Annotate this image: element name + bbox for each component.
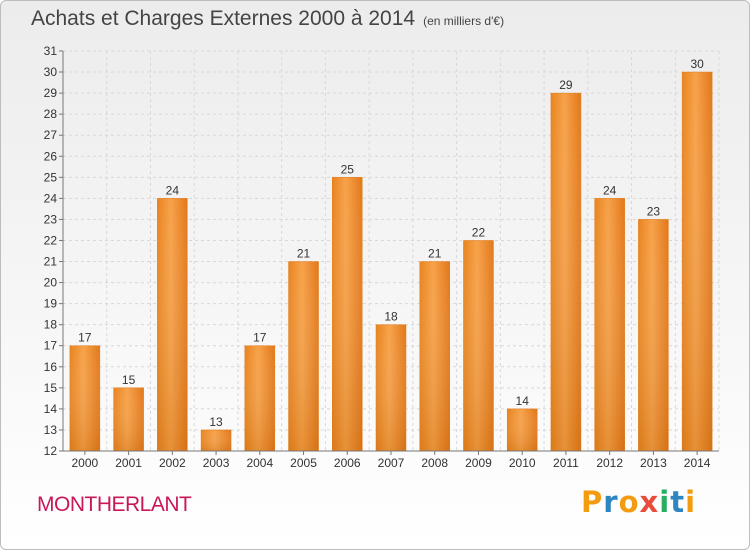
x-tick-label: 2009 [465, 456, 492, 470]
bar-value-label: 21 [297, 247, 311, 261]
logo-letter: i [685, 485, 697, 519]
bar-value-label: 25 [341, 162, 355, 176]
logo-letter: P [581, 485, 604, 519]
bar-value-label: 29 [559, 78, 573, 92]
bar-shade [463, 240, 494, 451]
y-tick-label: 21 [44, 255, 58, 269]
x-tick-label: 2012 [596, 456, 623, 470]
bar-shade [332, 177, 363, 451]
bar-shade [594, 198, 625, 451]
chart-title-text: Achats et Charges Externes 2000 à 2014 [31, 7, 416, 30]
bar-value-label: 18 [384, 310, 398, 324]
y-tick-label: 31 [44, 44, 58, 58]
chart-title: Achats et Charges Externes 2000 à 2014 (e… [31, 7, 504, 31]
x-tick-label: 2013 [640, 456, 667, 470]
bar-shade [244, 345, 275, 451]
bar-shade [550, 93, 581, 452]
bar-shade [638, 219, 669, 451]
y-tick-label: 29 [44, 86, 58, 100]
x-tick-label: 2014 [684, 456, 711, 470]
x-tick-label: 2002 [159, 456, 186, 470]
bar-value-label: 30 [690, 57, 704, 71]
y-tick-label: 15 [44, 381, 58, 395]
bar-shade [69, 345, 100, 451]
bar-shade [157, 198, 188, 451]
bar-shade [376, 324, 406, 451]
bar-shade [419, 261, 450, 451]
x-tick-label: 2007 [378, 456, 405, 470]
y-tick-label: 20 [44, 276, 58, 290]
axis-layer: 12 13 14 15 16 17 18 19 20 21 22 23 24 25 26 27 28 29 30 31… [44, 44, 719, 470]
bar-value-label: 24 [603, 183, 617, 197]
x-tick-label: 2001 [115, 456, 142, 470]
x-tick-label: 2008 [421, 456, 448, 470]
y-tick-label: 18 [44, 318, 58, 332]
y-tick-label: 30 [44, 65, 58, 79]
x-tick-label: 2003 [203, 456, 230, 470]
x-tick-label: 2011 [553, 456, 579, 470]
y-tick-label: 25 [44, 170, 58, 184]
x-tick-label: 2000 [72, 456, 99, 470]
y-tick-label: 22 [44, 233, 58, 247]
bar-value-label: 21 [428, 247, 442, 261]
x-tick-label: 2010 [509, 456, 536, 470]
logo-letter: r [603, 485, 619, 519]
y-tick-label: 28 [44, 107, 58, 121]
y-tick-label: 14 [44, 402, 58, 416]
proxiti-logo: Proxiti [581, 485, 696, 519]
bar-value-label: 17 [253, 331, 267, 345]
bar-value-label: 22 [472, 225, 486, 239]
x-tick-label: 2004 [246, 456, 273, 470]
y-tick-label: 13 [44, 423, 58, 437]
y-tick-label: 23 [44, 212, 58, 226]
logo-letter: o [618, 485, 640, 519]
y-tick-label: 16 [44, 360, 58, 374]
bar-shade [507, 408, 538, 451]
bar-value-label: 24 [166, 183, 180, 197]
bar-shade [682, 72, 713, 451]
x-tick-label: 2005 [290, 456, 317, 470]
logo-letter: t [670, 485, 686, 519]
y-tick-label: 17 [44, 339, 58, 353]
bars-layer: 17 15 24 13 17 21 25 18 21 22 14 29 24 23 30 [69, 57, 713, 452]
bar-shade [113, 387, 144, 451]
x-tick-label: 2006 [334, 456, 361, 470]
y-tick-label: 12 [44, 444, 58, 458]
chart-subtitle: (en milliers d'€) [423, 14, 505, 28]
bar-shade [288, 261, 319, 451]
bar-value-label: 14 [516, 394, 530, 408]
y-tick-label: 19 [44, 297, 58, 311]
town-name: MONTHERLANT [37, 493, 192, 516]
bar-value-label: 17 [78, 331, 92, 345]
y-tick-label: 27 [44, 128, 58, 142]
bar-value-label: 13 [209, 415, 223, 429]
y-tick-label: 24 [44, 191, 58, 205]
y-tick-label: 26 [44, 149, 58, 163]
bar-shade [201, 429, 232, 451]
bar-value-label: 23 [647, 204, 661, 218]
bar-value-label: 15 [122, 373, 136, 387]
logo-letter: i [659, 485, 671, 519]
logo-letter: x [639, 485, 660, 519]
